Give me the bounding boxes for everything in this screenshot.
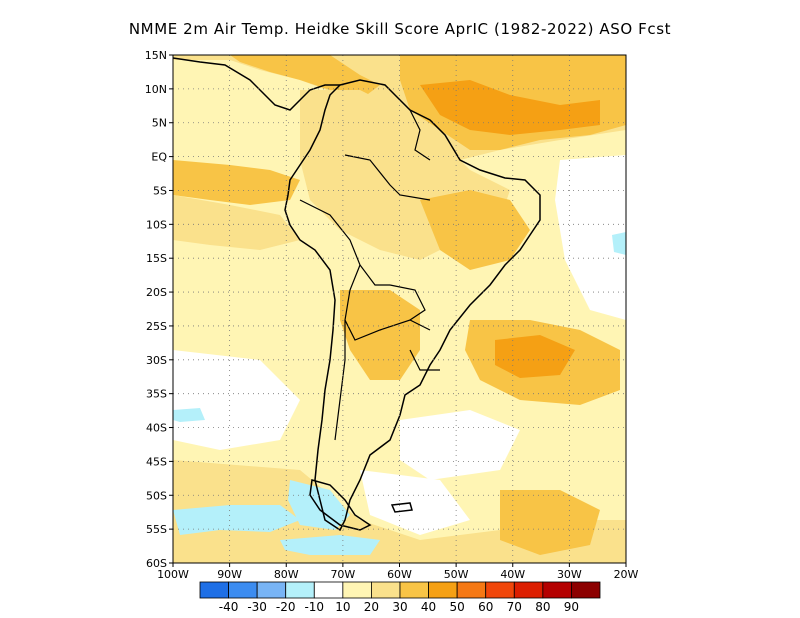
colorbar-swatch: [285, 581, 315, 599]
southern-orange: [500, 490, 600, 555]
lon-label: 30W: [557, 568, 582, 581]
grid-lines: [173, 55, 626, 563]
lon-label: 70W: [330, 568, 355, 581]
lat-label: 45S: [146, 455, 167, 468]
colorbar-labels: -40 -30 -20 -10 10 20 30 40 50 60 70 80 90: [219, 600, 579, 614]
colorbar-swatch: [456, 581, 487, 599]
colorbar-label: 60: [478, 600, 493, 614]
lon-label: 90W: [217, 568, 242, 581]
colorbar-swatch: [513, 581, 544, 599]
colorbar-label: 80: [535, 600, 550, 614]
colorbar-swatch: [256, 581, 287, 599]
lon-label: 50W: [444, 568, 469, 581]
lat-label: 55S: [146, 523, 167, 536]
laplata-shading: [340, 290, 420, 380]
central-america-outline: [173, 57, 340, 111]
east-atlantic-white: [555, 155, 626, 320]
southern-white: [360, 470, 470, 535]
lat-label: 5N: [152, 117, 167, 130]
mid-latitude-white-1: [173, 350, 300, 450]
colorbar-label: 20: [364, 600, 379, 614]
mid-latitude-white-2: [400, 410, 520, 480]
colorbar-label: -10: [304, 600, 324, 614]
colorbar-label: 70: [507, 600, 522, 614]
lat-labels: 15N 10N 5N EQ 5S 10S 15S 20S 25S 30S 35S 40S 45S 50S 5…: [145, 49, 168, 570]
colorbar-label: 40: [421, 600, 436, 614]
colorbar-swatch: [485, 581, 515, 599]
map-title: NMME 2m Air Temp. Heidke Skill Score Apr…: [128, 20, 672, 38]
south-atlantic-core: [495, 335, 575, 378]
brazil-shading: [420, 190, 530, 270]
pacific-negative-patch: [173, 408, 205, 422]
caribbean-shading: [230, 55, 380, 100]
colorbar-swatch: [371, 581, 401, 599]
lat-label: 60S: [146, 557, 167, 570]
colorbar-swatch: [571, 581, 601, 599]
colorbar-swatch: [399, 581, 429, 599]
tierra-del-fuego: [309, 479, 372, 531]
lat-label: 5S: [153, 184, 167, 197]
colorbar-swatch: [542, 581, 572, 599]
colorbar-label: -20: [276, 600, 296, 614]
lon-label: 20W: [614, 568, 639, 581]
southern-negative-2: [288, 480, 350, 530]
colorbar-label: 90: [564, 600, 579, 614]
lat-label: 50S: [146, 489, 167, 502]
colorbar-swatch: [228, 581, 258, 599]
pacific-south-shading: [173, 195, 300, 250]
south-america-outline: [284, 79, 541, 532]
lon-label: 40W: [500, 568, 525, 581]
lat-label: 30S: [146, 354, 167, 367]
lon-label: 60W: [387, 568, 412, 581]
colorbar-swatch: [313, 581, 344, 599]
lat-label: 10N: [145, 83, 167, 96]
skill-shading: [173, 55, 626, 563]
southern-negative-1: [173, 505, 300, 535]
lat-label: EQ: [151, 151, 167, 164]
axis-ticks: [169, 54, 627, 567]
colorbar-swatch: [199, 581, 229, 599]
colorbar-label: 30: [392, 600, 407, 614]
colorbar-label: 50: [450, 600, 465, 614]
lat-label: 10S: [146, 218, 167, 231]
skill-map-panel: [173, 55, 626, 563]
pacific-equatorial-shading: [173, 160, 300, 205]
colorbar-label: -40: [219, 600, 239, 614]
southern-negative-3: [280, 535, 380, 555]
colorbar: [199, 581, 601, 599]
colorbar-swatch: [428, 581, 458, 599]
coastlines: [173, 57, 541, 532]
lat-label: 25S: [146, 320, 167, 333]
colorbar-label: -30: [247, 600, 267, 614]
lon-labels: 100W 90W 80W 70W 60W 50W 40W 30W 20W: [157, 568, 638, 581]
lat-label: 15N: [145, 49, 167, 62]
colorbar-label: 10: [335, 600, 350, 614]
lon-label: 80W: [274, 568, 299, 581]
atlantic-negative-patch: [612, 232, 626, 255]
lat-label: 20S: [146, 286, 167, 299]
colorbar-swatch: [342, 581, 372, 599]
lon-label: 100W: [157, 568, 189, 581]
lat-label: 40S: [146, 422, 167, 435]
lat-label: 35S: [146, 388, 167, 401]
falklands: [390, 502, 413, 513]
atlantic-core-shading: [420, 80, 600, 135]
lat-label: 15S: [146, 252, 167, 265]
